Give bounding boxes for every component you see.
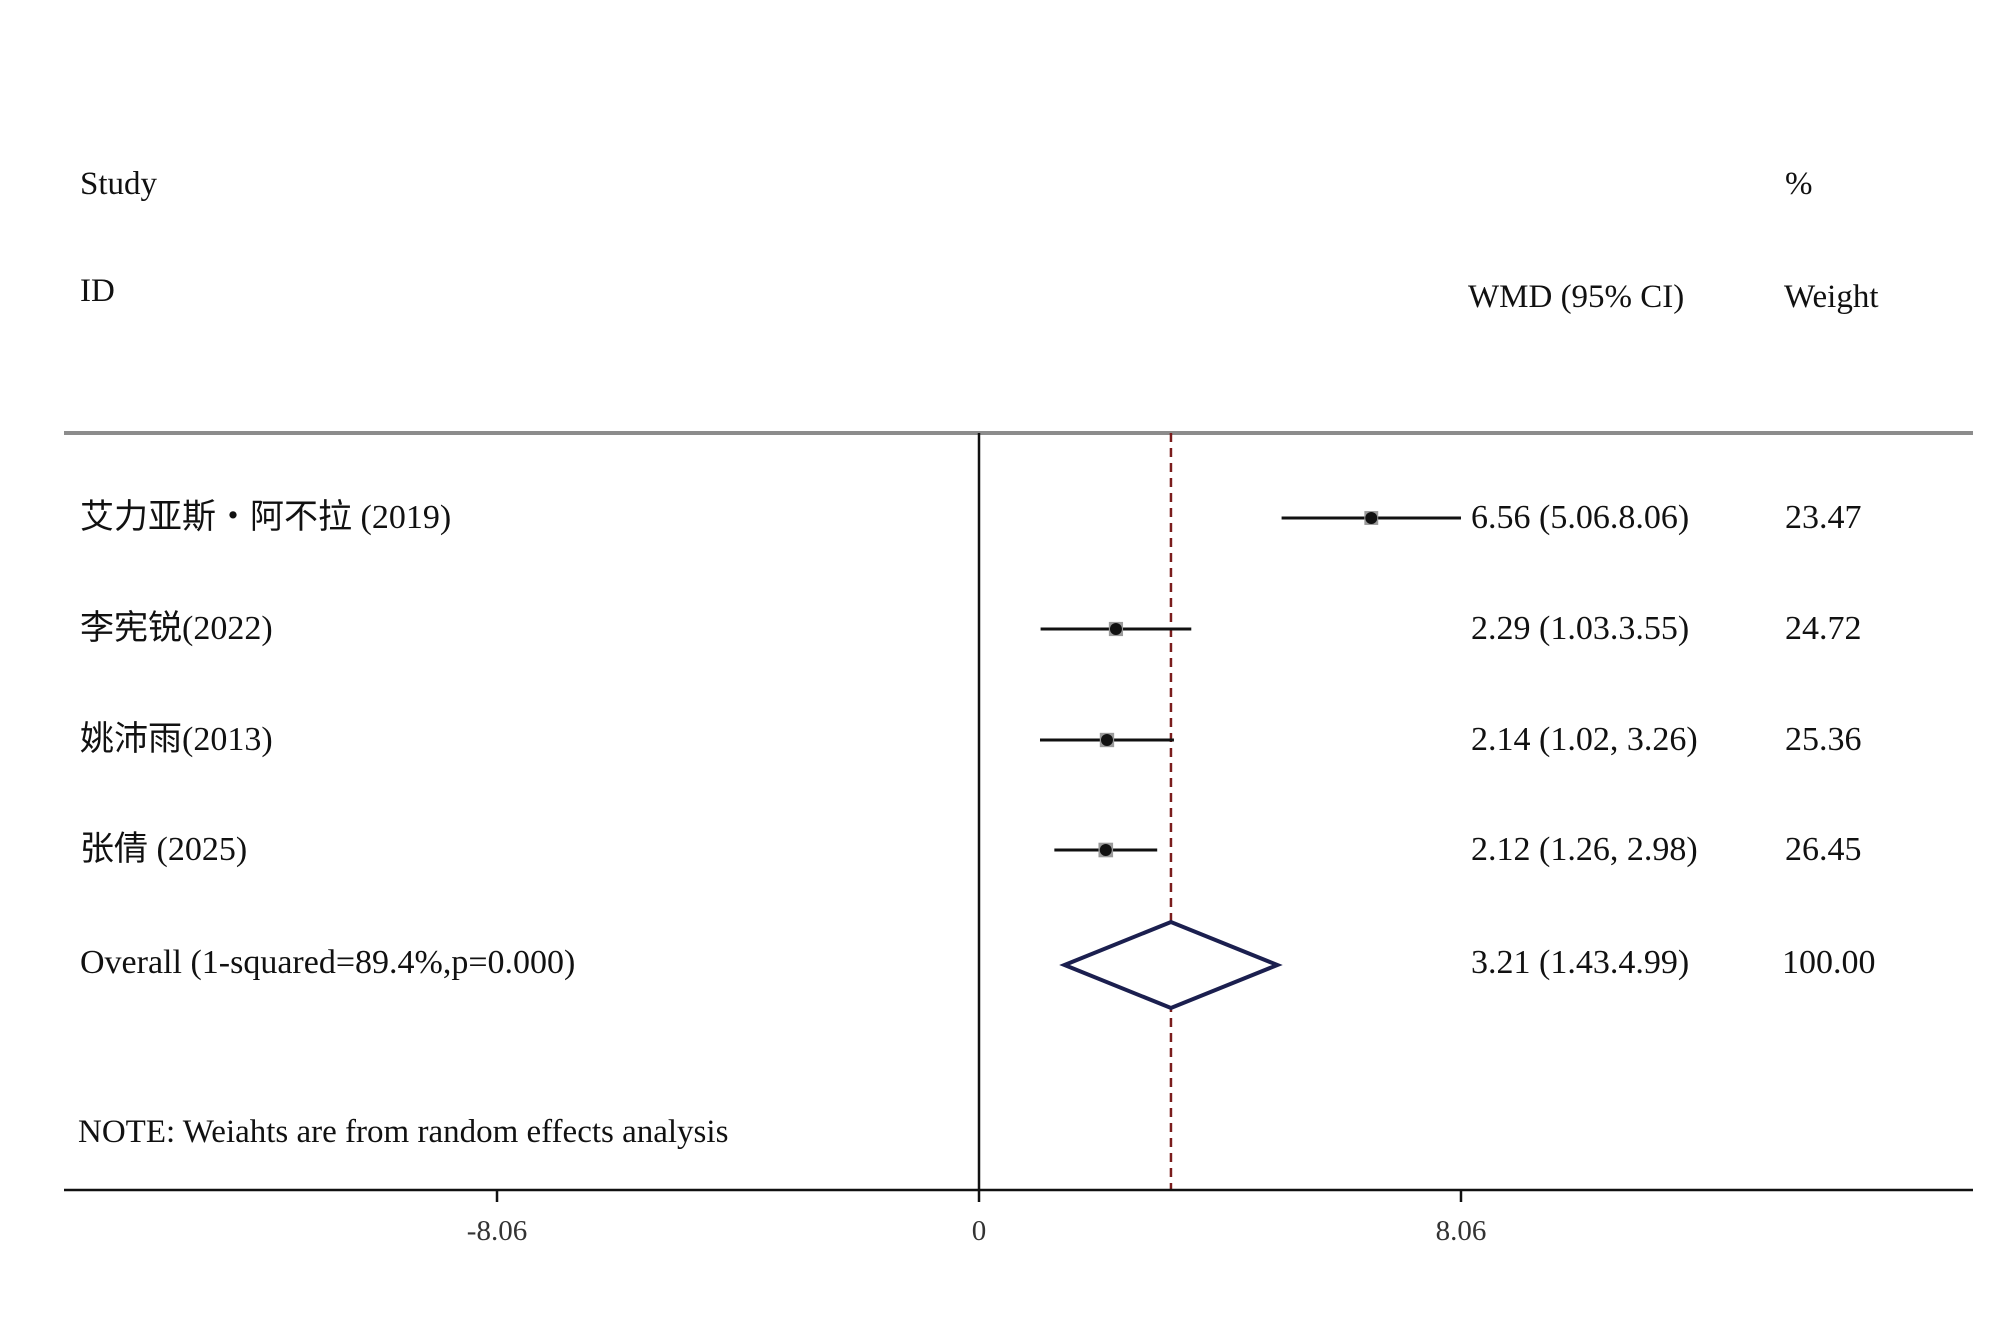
study-row: 姚沛雨(2013) 2.14 (1.02, 3.26) 25.36: [80, 720, 1862, 758]
header-weight: Weight: [1784, 279, 1879, 315]
overall-diamond: [1059, 919, 1283, 1011]
x-tick-label: -8.06: [467, 1215, 527, 1247]
effect-ci-text: 2.29 (1.03.3.55): [1471, 610, 1689, 647]
overall-row: Overall (1-squared=89.4%,p=0.000) 3.21 (…: [80, 919, 1876, 1011]
study-label: 姚沛雨(2013): [80, 720, 273, 758]
study-label: 李宪锐(2022): [80, 609, 273, 647]
x-tick-label: 0: [972, 1215, 987, 1247]
study-label: 张倩 (2025): [80, 831, 247, 868]
effect-ci-text: 2.12 (1.26, 2.98): [1471, 831, 1698, 868]
weight-text: 26.45: [1785, 831, 1862, 868]
header-weight-percent: %: [1785, 166, 1813, 202]
header-effect: WMD (95% CI): [1468, 279, 1684, 315]
point-estimate: [1100, 734, 1113, 746]
point-estimate: [1365, 512, 1378, 524]
header-study: Study: [80, 166, 158, 202]
effect-ci-text: 6.56 (5.06.8.06): [1471, 499, 1689, 536]
x-tick-label: 8.06: [1436, 1215, 1487, 1247]
study-label: 艾力亚斯・阿不拉 (2019): [80, 498, 451, 536]
study-row: 张倩 (2025) 2.12 (1.26, 2.98) 26.45: [80, 831, 1862, 868]
x-axis-ticks: -8.06 0 8.06: [467, 1190, 1487, 1247]
study-row: 李宪锐(2022) 2.29 (1.03.3.55) 24.72: [80, 609, 1862, 647]
point-estimate: [1099, 844, 1112, 856]
overall-weight-text: 100.00: [1782, 944, 1876, 981]
weight-text: 24.72: [1785, 610, 1862, 647]
note-text: NOTE: Weiahts are from random effects an…: [78, 1114, 728, 1150]
header-id: ID: [80, 273, 115, 309]
weight-text: 23.47: [1785, 499, 1862, 536]
weight-text: 25.36: [1785, 721, 1862, 758]
overall-label: Overall (1-squared=89.4%,p=0.000): [80, 944, 575, 981]
study-row: 艾力亚斯・阿不拉 (2019) 6.56 (5.06.8.06) 23.47: [80, 498, 1862, 536]
point-estimate: [1109, 623, 1122, 635]
effect-ci-text: 2.14 (1.02, 3.26): [1471, 721, 1698, 758]
overall-effect-ci-text: 3.21 (1.43.4.99): [1471, 944, 1689, 981]
